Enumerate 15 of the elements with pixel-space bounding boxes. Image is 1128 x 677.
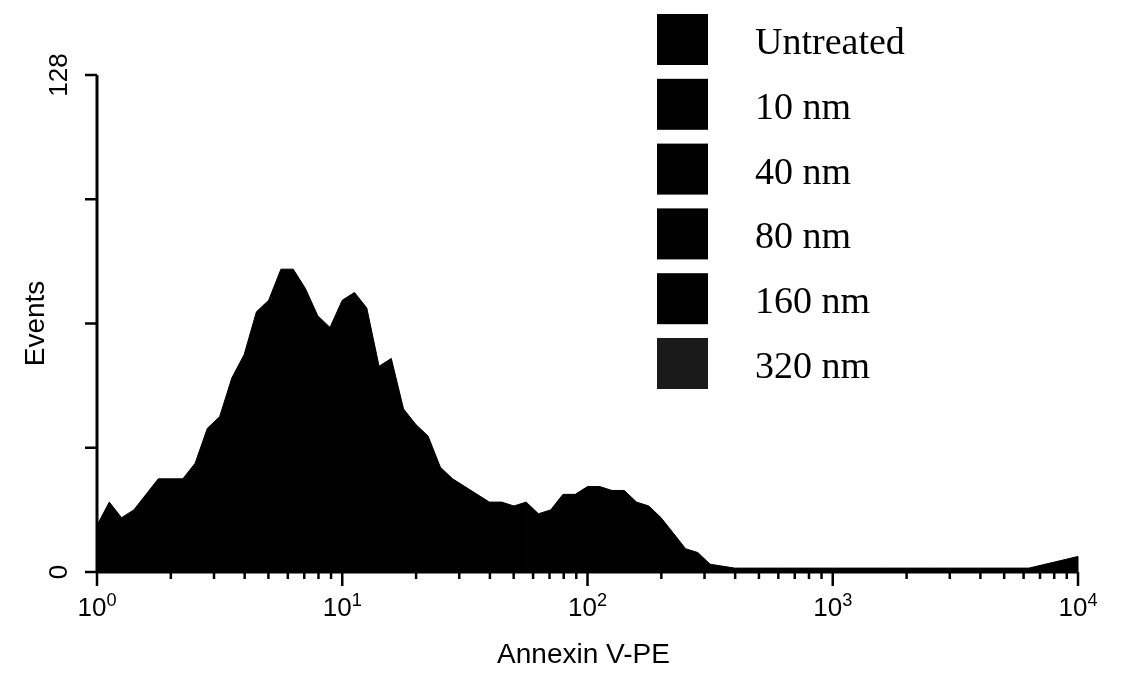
- legend-label: 320 nm: [755, 344, 871, 386]
- x-tick-label: 10$^{1}$: [322, 590, 362, 622]
- x-tick-label: 10$^{0}$: [77, 590, 117, 622]
- x-tick-label: 10$^{4}$: [1058, 590, 1098, 622]
- x-tick-label: 10$^{2}$: [567, 590, 608, 622]
- x-axis-title: Annexin V-PE: [497, 638, 670, 669]
- x-tick-label: 10$^{3}$: [813, 590, 853, 622]
- y-tick-label: 128: [43, 53, 73, 97]
- legend-label: Untreated: [755, 20, 905, 62]
- y-axis-title: Events: [19, 280, 50, 367]
- legend-label: 80 nm: [755, 214, 852, 257]
- legend-label: 10 nm: [755, 84, 852, 127]
- y-tick-label: 0: [43, 564, 73, 580]
- legend-label: 160 nm: [755, 279, 871, 322]
- legend-label: 40 nm: [755, 149, 852, 192]
